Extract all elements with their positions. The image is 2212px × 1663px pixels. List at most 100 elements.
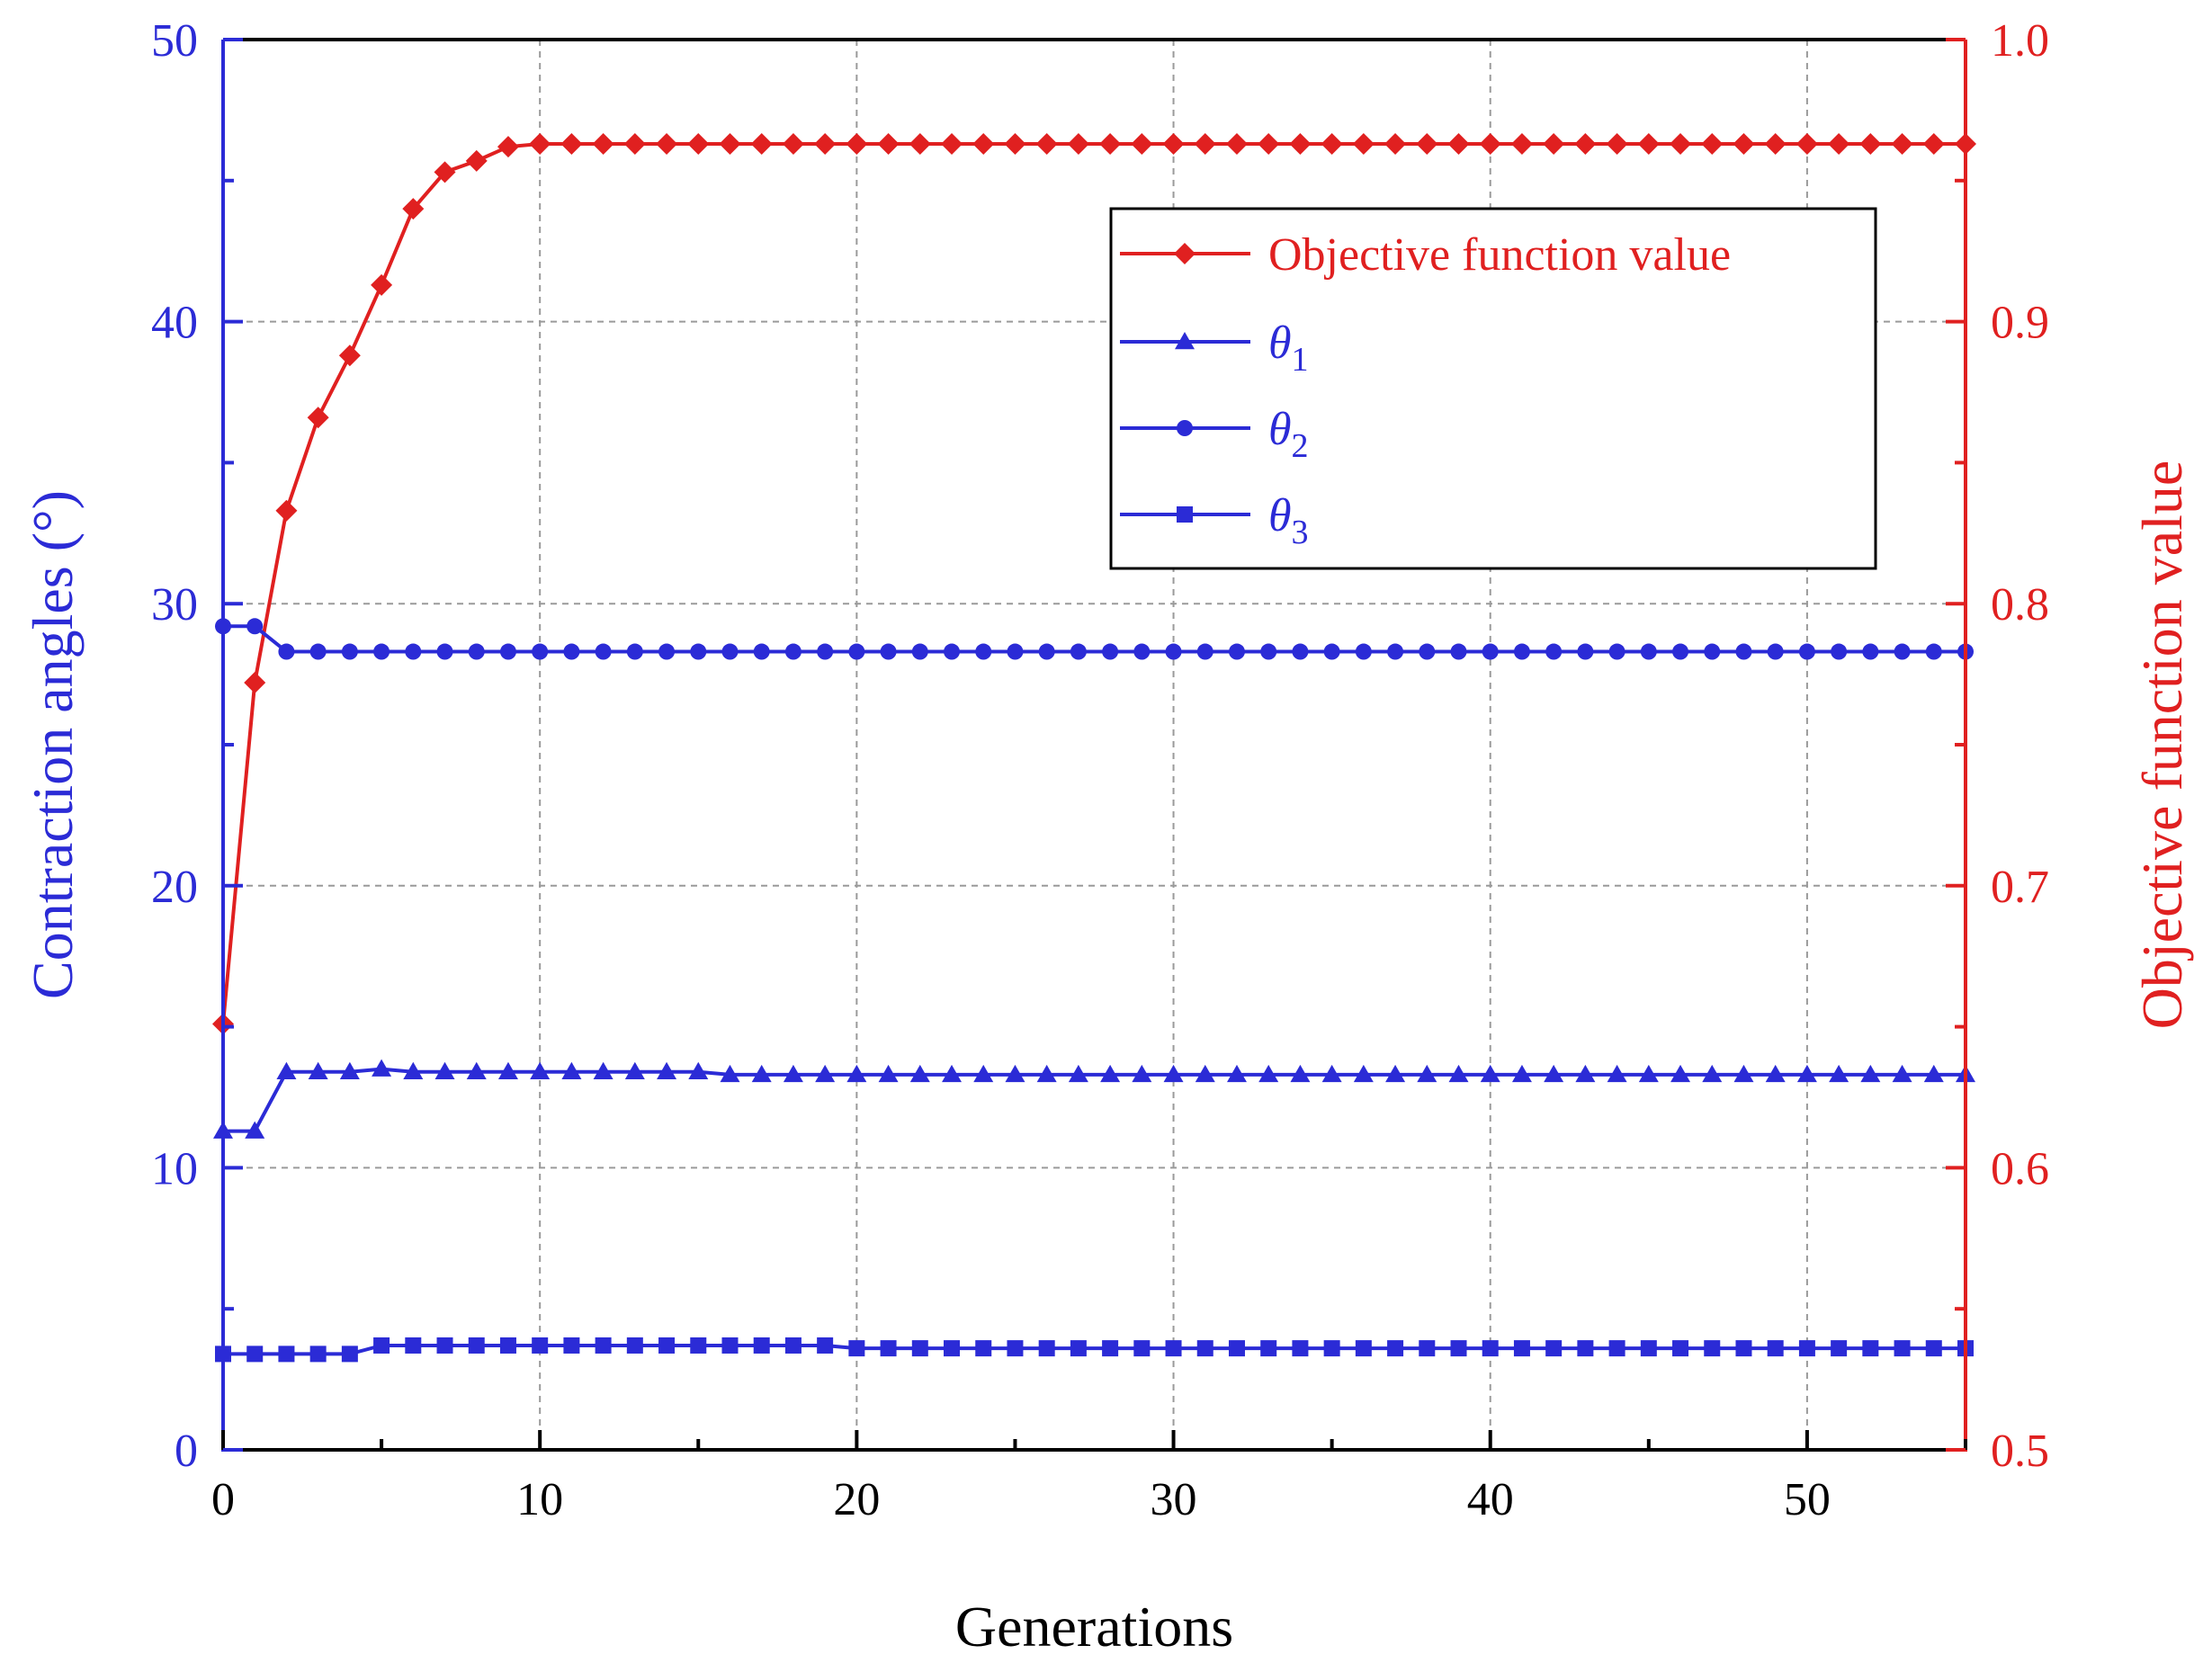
data-point <box>1575 1064 1596 1083</box>
data-point <box>909 1064 930 1083</box>
data-point <box>595 1337 612 1354</box>
data-point <box>499 1337 516 1354</box>
data-point <box>1292 1340 1309 1357</box>
data-point <box>1163 1064 1184 1083</box>
data-point <box>911 1340 928 1357</box>
legend-item-Objective function value: Objective function value <box>1120 229 1731 281</box>
x-axis-title: Generations <box>955 1595 1233 1659</box>
data-point <box>753 643 770 660</box>
data-point <box>1196 643 1213 660</box>
data-point <box>973 1064 994 1083</box>
legend-marker <box>1177 420 1193 436</box>
left-y-axis-title: Contraction angles (°) <box>21 490 85 999</box>
data-point <box>909 133 931 156</box>
data-point <box>1387 1340 1404 1357</box>
legend-box <box>1109 207 1877 570</box>
data-point <box>1733 133 1755 156</box>
data-point <box>657 1061 677 1080</box>
data-point <box>1735 1340 1752 1357</box>
legend-marker <box>1174 243 1196 264</box>
data-point <box>595 643 612 660</box>
data-point <box>1260 643 1277 660</box>
data-point <box>1670 133 1692 156</box>
data-point <box>403 1061 424 1080</box>
data-point <box>402 198 425 220</box>
legend-label: θ1 <box>1268 317 1309 379</box>
left-y-tick-label: 50 <box>151 15 198 67</box>
data-point <box>1798 643 1815 660</box>
right-y-tick-label: 1.0 <box>1991 15 2049 67</box>
series-θ3 <box>215 1337 1974 1363</box>
data-point <box>1321 133 1343 156</box>
data-point <box>815 1064 836 1083</box>
data-point <box>1007 1340 1024 1357</box>
x-tick-label: 0 <box>211 1474 235 1525</box>
data-point <box>1323 1340 1340 1357</box>
data-point <box>624 1061 645 1080</box>
data-point <box>1608 643 1625 660</box>
data-point <box>244 672 266 694</box>
data-point <box>1385 1064 1406 1083</box>
data-point <box>1162 133 1185 156</box>
data-point <box>784 643 802 660</box>
data-point <box>308 1061 328 1080</box>
data-point <box>1447 133 1470 156</box>
right-y-tick-label: 0.8 <box>1991 579 2049 630</box>
data-point <box>1352 133 1375 156</box>
data-point <box>341 643 358 660</box>
data-point <box>1260 1340 1277 1357</box>
data-point <box>877 133 900 156</box>
data-point <box>975 1340 992 1357</box>
data-point <box>1479 133 1501 156</box>
data-point <box>593 1061 613 1080</box>
data-point <box>1672 643 1689 660</box>
left-y-tick-label: 40 <box>151 298 198 349</box>
data-point <box>563 1337 580 1354</box>
data-point <box>532 1337 549 1354</box>
data-point <box>1068 1064 1088 1083</box>
data-point <box>880 643 897 660</box>
data-point <box>1923 1064 1944 1083</box>
data-point <box>341 1346 358 1363</box>
data-point <box>1165 643 1182 660</box>
data-point <box>1894 1340 1911 1357</box>
data-point <box>307 407 329 429</box>
left-y-tick-label: 20 <box>151 862 198 913</box>
legend-marker <box>1175 332 1195 350</box>
data-point <box>975 643 992 660</box>
x-tick-label: 50 <box>1784 1474 1831 1525</box>
data-point <box>434 161 456 183</box>
data-point <box>1543 133 1565 156</box>
data-point <box>880 1340 897 1357</box>
data-point <box>688 1061 709 1080</box>
data-point <box>468 643 485 660</box>
series-θ1 <box>213 1059 1975 1139</box>
legend-label: θ3 <box>1268 490 1309 551</box>
data-point <box>1831 1340 1848 1357</box>
data-point <box>1577 1340 1594 1357</box>
data-point <box>1070 1340 1087 1357</box>
data-point <box>1607 1064 1627 1083</box>
data-point <box>1798 1340 1815 1357</box>
data-point <box>1513 1340 1530 1357</box>
data-point <box>1165 1340 1182 1357</box>
data-point <box>1067 133 1089 156</box>
data-point <box>784 1337 802 1354</box>
data-point <box>1577 643 1594 660</box>
data-point <box>1196 1340 1213 1357</box>
data-point <box>846 133 868 156</box>
data-point <box>1228 1340 1245 1357</box>
data-point <box>719 133 741 156</box>
x-tick-label: 20 <box>833 1474 880 1525</box>
data-point <box>783 1064 803 1083</box>
left-y-tick-label: 0 <box>175 1426 198 1477</box>
data-point <box>436 1337 453 1354</box>
data-point <box>1036 1064 1057 1083</box>
data-point <box>1131 133 1153 156</box>
data-point <box>1860 1064 1881 1083</box>
legend-item-θ3: θ3 <box>1120 490 1309 551</box>
data-point <box>848 1340 865 1357</box>
legend-label-subscript: 3 <box>1292 514 1309 551</box>
data-point <box>721 1337 739 1354</box>
